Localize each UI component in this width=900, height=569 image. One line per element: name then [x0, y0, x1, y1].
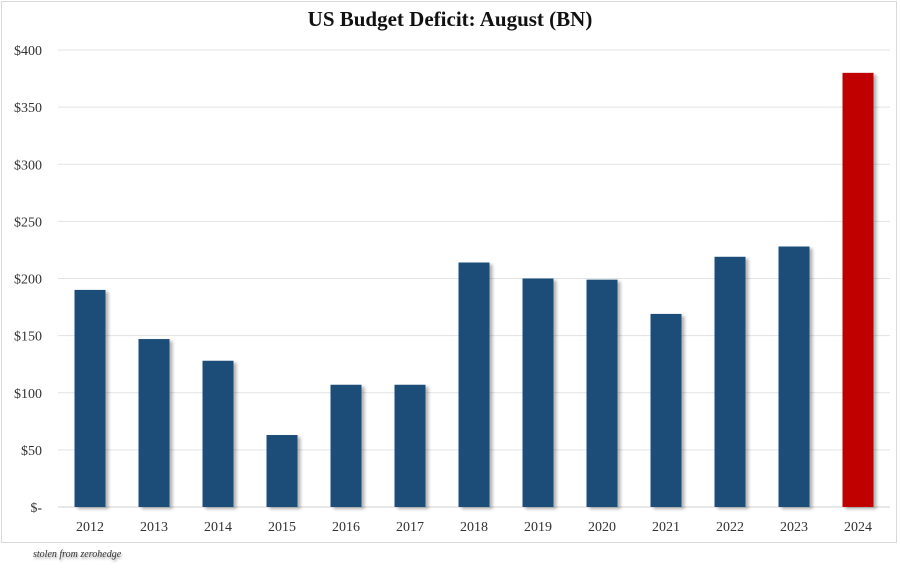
- bar-2020: [586, 279, 618, 507]
- x-tick-label: 2016: [332, 520, 360, 535]
- bar-2021: [650, 313, 682, 507]
- y-tick-label: $350: [14, 101, 42, 116]
- x-tick-label: 2014: [204, 520, 232, 535]
- y-tick-label: $50: [21, 444, 42, 459]
- chart-frame: [1, 1, 897, 543]
- bar-2012: [74, 289, 106, 507]
- credit-note: stolen from zerohedge: [33, 549, 122, 560]
- bar-2023: [778, 246, 810, 507]
- bar-2017: [394, 384, 426, 507]
- bar-2019: [522, 278, 554, 507]
- x-tick-label: 2019: [524, 520, 552, 535]
- y-tick-label: $400: [14, 44, 42, 59]
- x-tick-label: 2012: [76, 520, 104, 535]
- x-tick-label: 2018: [460, 520, 488, 535]
- bar-2013: [138, 339, 170, 507]
- y-tick-label: $100: [14, 387, 42, 402]
- x-tick-label: 2022: [716, 520, 744, 535]
- x-tick-label: 2024: [844, 520, 872, 535]
- bar-2016: [330, 384, 362, 507]
- x-tick-label: 2013: [140, 520, 168, 535]
- x-tick-label: 2015: [268, 520, 296, 535]
- y-tick-label: $250: [14, 215, 42, 230]
- x-tick-label: 2020: [588, 520, 616, 535]
- bar-2015: [266, 435, 298, 507]
- bar-2024: [842, 72, 874, 507]
- y-tick-label: $-: [30, 501, 42, 516]
- y-tick-label: $150: [14, 330, 42, 345]
- y-tick-label: $300: [14, 158, 42, 173]
- bar-2018: [458, 262, 490, 507]
- bar-2014: [202, 360, 234, 507]
- x-tick-label: 2021: [652, 520, 680, 535]
- x-tick-label: 2017: [396, 520, 424, 535]
- bar-2022: [714, 256, 746, 507]
- x-tick-label: 2023: [780, 520, 808, 535]
- chart-title: US Budget Deficit: August (BN): [307, 7, 593, 31]
- y-tick-label: $200: [14, 273, 42, 288]
